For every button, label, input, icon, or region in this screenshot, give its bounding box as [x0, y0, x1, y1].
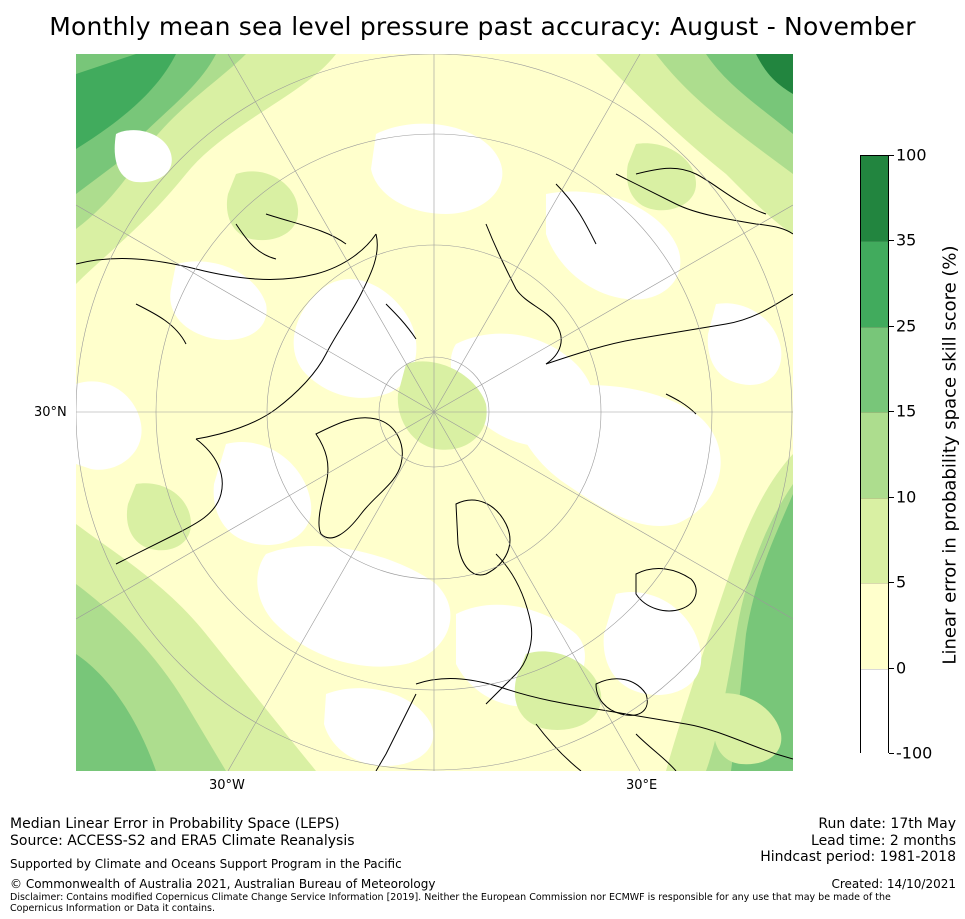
coastlines: [76, 167, 793, 771]
run-date: Run date: 17th May: [818, 816, 956, 832]
colorbar-tick-label: 15: [896, 401, 917, 421]
colorbar-segment: [861, 668, 888, 755]
colorbar-segment: [861, 156, 888, 242]
footer-source: Source: ACCESS-S2 and ERA5 Climate Reana…: [10, 833, 355, 849]
no-skill-regions: [76, 123, 782, 766]
lon-label-30w: 30°W: [209, 778, 245, 793]
shade-region: [756, 54, 793, 94]
footer-supported: Supported by Climate and Oceans Support …: [10, 857, 402, 871]
colorbar-segment: [861, 583, 888, 670]
colorbar-tick-label: 0: [896, 658, 907, 678]
chart-title: Monthly mean sea level pressure past acc…: [49, 12, 916, 41]
lon-label-30e: 30°E: [626, 778, 658, 793]
colorbar-tick-mark: [889, 240, 894, 242]
colorbar-tick-label: 10: [896, 487, 917, 507]
colorbar-tick-mark: [889, 667, 894, 669]
footer-disclaimer: Disclaimer: Contains modified Copernicus…: [10, 892, 891, 914]
hindcast-period: Hindcast period: 1981-2018: [760, 849, 956, 865]
lead-time: Lead time: 2 months: [811, 833, 956, 849]
colorbar-tick-label: -100: [896, 743, 933, 763]
shade-region: [76, 54, 176, 149]
colorbar-tick-mark: [889, 496, 894, 498]
colorbar-tick-label: 35: [896, 230, 917, 250]
colorbar-segment: [861, 241, 888, 328]
colorbar-tick-mark: [889, 155, 894, 156]
low-skill-patches: [126, 143, 782, 765]
created-date: Created: 14/10/2021: [831, 877, 956, 891]
colorbar-segment: [861, 497, 888, 585]
colorbar-tick-label: 5: [896, 572, 907, 592]
colorbar-title: Linear error in probability space skill …: [939, 245, 961, 665]
shade-region: [76, 654, 156, 771]
lat-label-30n: 30°N: [34, 405, 67, 420]
colorbar: [860, 155, 889, 755]
colorbar-tick-label: 100: [896, 145, 927, 165]
colorbar-segment: [861, 412, 888, 499]
colorbar-tick-mark: [889, 753, 894, 754]
graticule: [76, 54, 793, 771]
footer-copyright: © Commonwealth of Australia 2021, Austra…: [10, 877, 436, 891]
colorbar-tick-label: 25: [896, 316, 917, 336]
footer-method: Median Linear Error in Probability Space…: [10, 816, 340, 832]
colorbar-tick-mark: [889, 411, 894, 413]
colorbar-tick-mark: [889, 582, 894, 584]
map-canvas: [76, 54, 793, 771]
polar-map: [76, 54, 793, 771]
colorbar-segment: [861, 326, 888, 414]
colorbar-tick-mark: [889, 325, 894, 327]
